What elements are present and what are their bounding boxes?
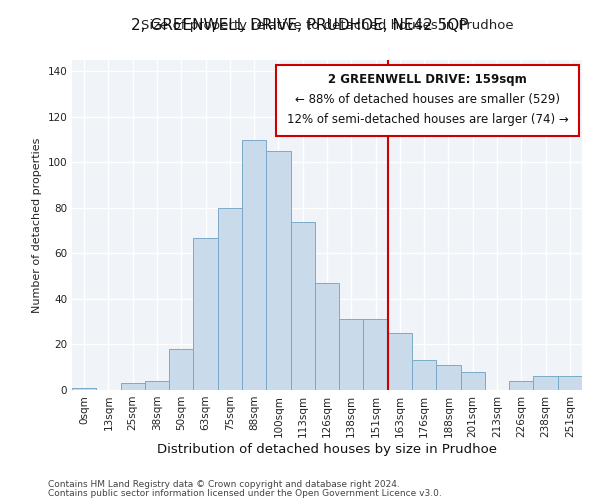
Bar	[266, 151, 290, 390]
Bar	[436, 365, 461, 390]
Bar	[388, 333, 412, 390]
Bar	[558, 376, 582, 390]
Bar	[290, 222, 315, 390]
Bar	[461, 372, 485, 390]
Bar	[242, 140, 266, 390]
Bar	[145, 381, 169, 390]
Bar	[72, 388, 96, 390]
Y-axis label: Number of detached properties: Number of detached properties	[32, 138, 42, 312]
Bar	[412, 360, 436, 390]
Bar	[169, 349, 193, 390]
Text: 2 GREENWELL DRIVE: 159sqm: 2 GREENWELL DRIVE: 159sqm	[328, 73, 527, 86]
Bar	[121, 383, 145, 390]
Text: Contains public sector information licensed under the Open Government Licence v3: Contains public sector information licen…	[48, 489, 442, 498]
Text: 2, GREENWELL DRIVE, PRUDHOE, NE42 5QP: 2, GREENWELL DRIVE, PRUDHOE, NE42 5QP	[131, 18, 469, 32]
Bar	[533, 376, 558, 390]
Text: 12% of semi-detached houses are larger (74) →: 12% of semi-detached houses are larger (…	[287, 113, 569, 126]
Bar	[193, 238, 218, 390]
Bar	[315, 283, 339, 390]
Bar	[218, 208, 242, 390]
Text: ← 88% of detached houses are smaller (529): ← 88% of detached houses are smaller (52…	[295, 93, 560, 106]
X-axis label: Distribution of detached houses by size in Prudhoe: Distribution of detached houses by size …	[157, 442, 497, 456]
Title: Size of property relative to detached houses in Prudhoe: Size of property relative to detached ho…	[140, 20, 514, 32]
Text: Contains HM Land Registry data © Crown copyright and database right 2024.: Contains HM Land Registry data © Crown c…	[48, 480, 400, 489]
FancyBboxPatch shape	[276, 65, 580, 136]
Bar	[339, 320, 364, 390]
Bar	[364, 320, 388, 390]
Bar	[509, 381, 533, 390]
